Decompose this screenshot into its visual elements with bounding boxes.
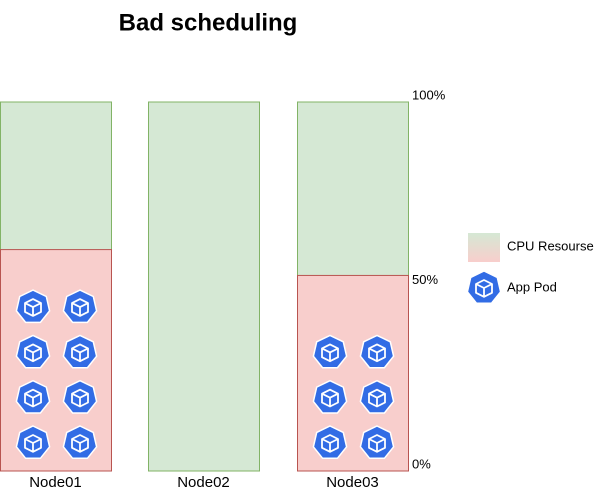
pod-cube: [321, 434, 339, 453]
legend-label: CPU Resourse: [507, 238, 594, 253]
y-tick-label: 100%: [412, 87, 446, 102]
pod-icon: [312, 379, 348, 414]
pod-cube: [368, 434, 386, 453]
pod-cube: [321, 388, 339, 408]
pod-cube: [475, 279, 493, 298]
pod-icon: [15, 425, 51, 460]
pod-icon: [62, 289, 98, 324]
pod-cube: [24, 434, 42, 453]
pod-cube: [24, 388, 42, 408]
pod-icon: [62, 379, 98, 414]
pod-icon: [312, 334, 348, 369]
pod-cube: [321, 343, 339, 363]
x-tick-label: Node02: [177, 474, 230, 491]
pod-icon: [15, 334, 51, 369]
pod-icon: [359, 425, 395, 460]
x-tick-label: Node01: [29, 474, 82, 491]
chart-title: Bad scheduling: [119, 9, 298, 36]
pod-cube: [24, 298, 42, 317]
pod-cube: [368, 343, 386, 363]
legend-swatch: [468, 233, 500, 262]
pod-cube: [71, 434, 89, 453]
pod-icon: [312, 425, 348, 460]
pod-cube: [71, 343, 89, 363]
pod-icon: [15, 289, 51, 324]
legend-label: App Pod: [507, 279, 557, 294]
pod-icon: [466, 270, 502, 305]
y-tick-label: 0%: [412, 456, 431, 471]
pod-cube: [368, 388, 386, 408]
pod-cube: [71, 298, 89, 317]
pod-cube: [71, 388, 89, 408]
x-tick-label: Node03: [326, 474, 379, 491]
y-tick-label: 50%: [412, 272, 438, 287]
pod-icon: [359, 334, 395, 369]
pod-icon: [15, 379, 51, 414]
pod-cube: [24, 343, 42, 363]
pod-icon: [62, 334, 98, 369]
pod-icon: [359, 379, 395, 414]
pod-icon: [62, 425, 98, 460]
capacity-bar: [148, 101, 260, 472]
